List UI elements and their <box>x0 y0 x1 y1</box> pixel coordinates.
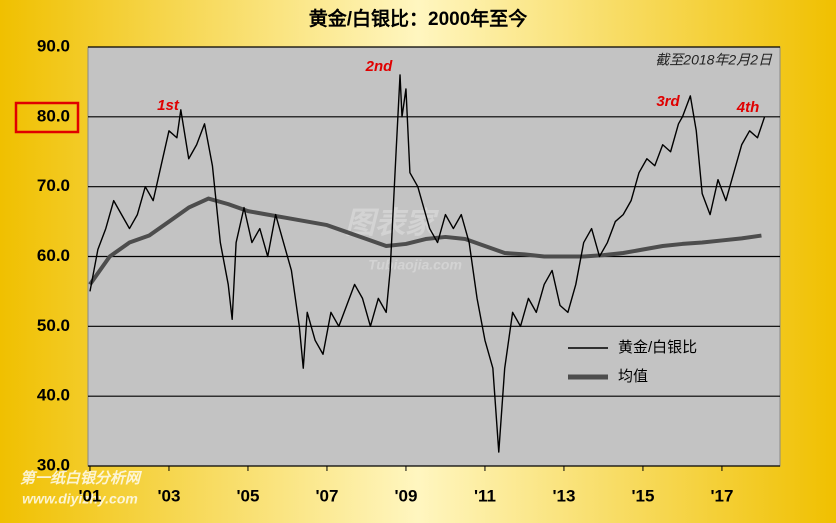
watermark: 第一纸白银分析网 <box>20 469 143 487</box>
x-tick-label: '01 <box>78 486 101 505</box>
chart-title: 黄金/白银比：2000年至今 <box>309 7 528 30</box>
watermark: Tubiaojia.com <box>368 257 462 273</box>
y-tick-label: 30.0 <box>37 455 70 474</box>
y-tick-label: 90.0 <box>37 36 70 55</box>
annotation: 3rd <box>656 93 680 110</box>
x-tick-label: '05 <box>236 486 259 505</box>
x-tick-label: '17 <box>710 486 733 505</box>
x-tick-label: '03 <box>157 486 180 505</box>
x-tick-label: '11 <box>474 486 496 505</box>
y-tick-label: 70.0 <box>37 176 70 195</box>
y-tick-label: 40.0 <box>37 386 70 405</box>
x-tick-label: '09 <box>394 486 417 505</box>
highlight-box <box>14 101 80 134</box>
annotation: 4th <box>736 99 760 116</box>
x-tick-label: '15 <box>631 486 654 505</box>
legend-label: 黄金/白银比 <box>618 339 697 356</box>
x-tick-label: '07 <box>315 486 338 505</box>
y-tick-label: 80.0 <box>37 106 70 125</box>
x-tick-label: '13 <box>552 486 575 505</box>
y-tick-label: 50.0 <box>37 316 70 335</box>
watermark: www.diyizhy.com <box>22 491 138 507</box>
series-line <box>89 74 766 453</box>
y-tick-label: 60.0 <box>37 246 70 265</box>
annotation: 2nd <box>365 58 394 75</box>
legend-label: 均值 <box>618 368 648 385</box>
annotation: 1st <box>157 97 180 114</box>
series-line <box>88 196 762 286</box>
subtitle: 截至2018年2月2日 <box>655 52 773 68</box>
